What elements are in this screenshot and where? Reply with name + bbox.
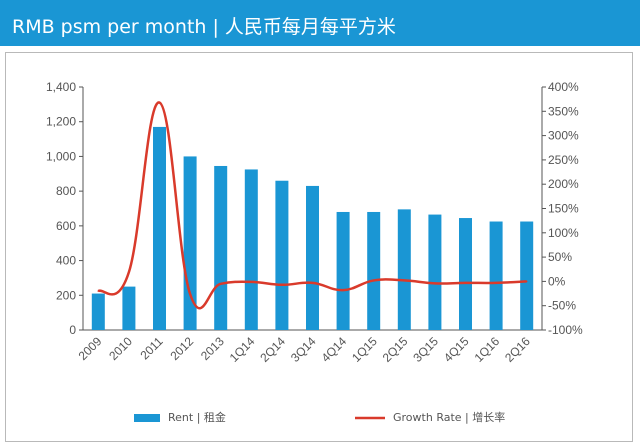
right-tick-label: 50% xyxy=(548,250,572,264)
growth-point-2q15 xyxy=(403,279,406,282)
right-tick-label: 250% xyxy=(548,153,579,167)
right-axis-ticks: -100% -50% 0% 50% 100% 150% 200% 250% 300% 350% 40… xyxy=(542,80,583,337)
right-tick-label: 100% xyxy=(548,226,579,240)
x-tick-label: 2009 xyxy=(76,334,105,363)
legend-growth-label: Growth Rate | 增长率 xyxy=(393,410,505,424)
rent-bar-2q14 xyxy=(275,180,289,330)
growth-point-2010 xyxy=(128,271,130,273)
legend: Rent | 租金 Growth Rate | 增长率 xyxy=(134,410,505,424)
rent-bar-2011 xyxy=(153,126,166,331)
x-tick-label: 1Q16 xyxy=(472,334,503,365)
rent-bar-1q16 xyxy=(489,221,503,330)
x-tick-label: 1Q15 xyxy=(349,334,380,365)
growth-point-3q14 xyxy=(311,282,314,284)
left-tick-label: 200 xyxy=(56,288,76,302)
rent-bar-1q15 xyxy=(367,211,381,330)
chart-frame xyxy=(5,52,633,442)
rent-bars xyxy=(91,126,534,331)
right-tick-label: -100% xyxy=(548,323,583,337)
rent-bar-2013 xyxy=(214,165,228,330)
chart-title: RMB psm per month | 人民币每月每平方米 xyxy=(12,16,396,38)
chart-header: RMB psm per month | 人民币每月每平方米 xyxy=(0,0,640,46)
right-tick-label: 350% xyxy=(548,104,579,118)
x-tick-label: 2010 xyxy=(106,334,135,363)
growth-point-2013 xyxy=(219,283,222,285)
growth-point-2q16 xyxy=(525,280,528,283)
right-tick-label: -50% xyxy=(548,299,576,313)
rent-bar-4q14 xyxy=(336,211,350,330)
growth-point-2q14 xyxy=(281,284,283,286)
growth-point-4q15 xyxy=(464,282,467,284)
rent-bar-4q15 xyxy=(459,218,472,330)
legend-rent-swatch xyxy=(134,414,160,422)
rent-bar-2009 xyxy=(91,293,105,330)
rent-bar-1q14 xyxy=(244,169,258,330)
rent-bar-2010 xyxy=(122,286,136,330)
growth-point-2012 xyxy=(189,293,191,295)
x-tick-label: 2Q16 xyxy=(502,334,533,365)
x-tick-label: 2Q14 xyxy=(257,334,288,365)
growth-point-1q15 xyxy=(372,279,375,282)
growth-point-4q14 xyxy=(342,289,344,291)
rent-bar-2q16 xyxy=(520,221,534,330)
growth-point-1q14 xyxy=(250,281,253,283)
rent-bar-3q14 xyxy=(306,185,319,330)
x-tick-label: 3Q14 xyxy=(288,334,319,365)
right-tick-label: 150% xyxy=(548,202,579,216)
growth-point-2011 xyxy=(158,101,161,104)
right-tick-label: 0% xyxy=(548,274,566,288)
right-tick-label: 300% xyxy=(548,129,579,143)
right-tick-label: 400% xyxy=(548,80,579,94)
right-tick-label: 200% xyxy=(548,177,579,191)
left-tick-label: 800 xyxy=(56,184,76,198)
growth-point-2009 xyxy=(97,290,100,292)
x-tick-label: 3Q15 xyxy=(410,334,441,365)
left-tick-label: 1,200 xyxy=(46,115,76,129)
x-tick-label: 2011 xyxy=(137,334,165,362)
growth-rate-series xyxy=(97,101,528,310)
x-tick-label: 2Q15 xyxy=(380,334,411,365)
legend-rent-label: Rent | 租金 xyxy=(168,410,226,424)
growth-point-1q16 xyxy=(495,282,497,284)
x-tick-label: 2012 xyxy=(167,334,196,363)
rent-bar-2q15 xyxy=(397,209,411,330)
x-tick-label: 4Q15 xyxy=(441,334,472,365)
left-axis-ticks: 0 200 400 600 800 1,000 1,200 1,400 xyxy=(46,80,83,337)
x-tick-label: 2013 xyxy=(198,334,227,363)
left-tick-label: 400 xyxy=(56,254,76,268)
x-tick-label: 4Q14 xyxy=(319,334,350,365)
left-tick-label: 600 xyxy=(56,219,76,233)
growth-point-3q15 xyxy=(434,282,436,285)
left-tick-label: 1,000 xyxy=(46,149,76,163)
x-tick-label: 1Q14 xyxy=(227,334,258,365)
left-tick-label: 1,400 xyxy=(46,80,76,94)
left-tick-label: 0 xyxy=(69,323,76,337)
rent-bar-3q15 xyxy=(428,214,442,330)
x-axis-ticks: 2009 2010 2011 2012 2013 1Q14 2Q14 3Q14 4Q14 1Q15… xyxy=(76,334,533,365)
